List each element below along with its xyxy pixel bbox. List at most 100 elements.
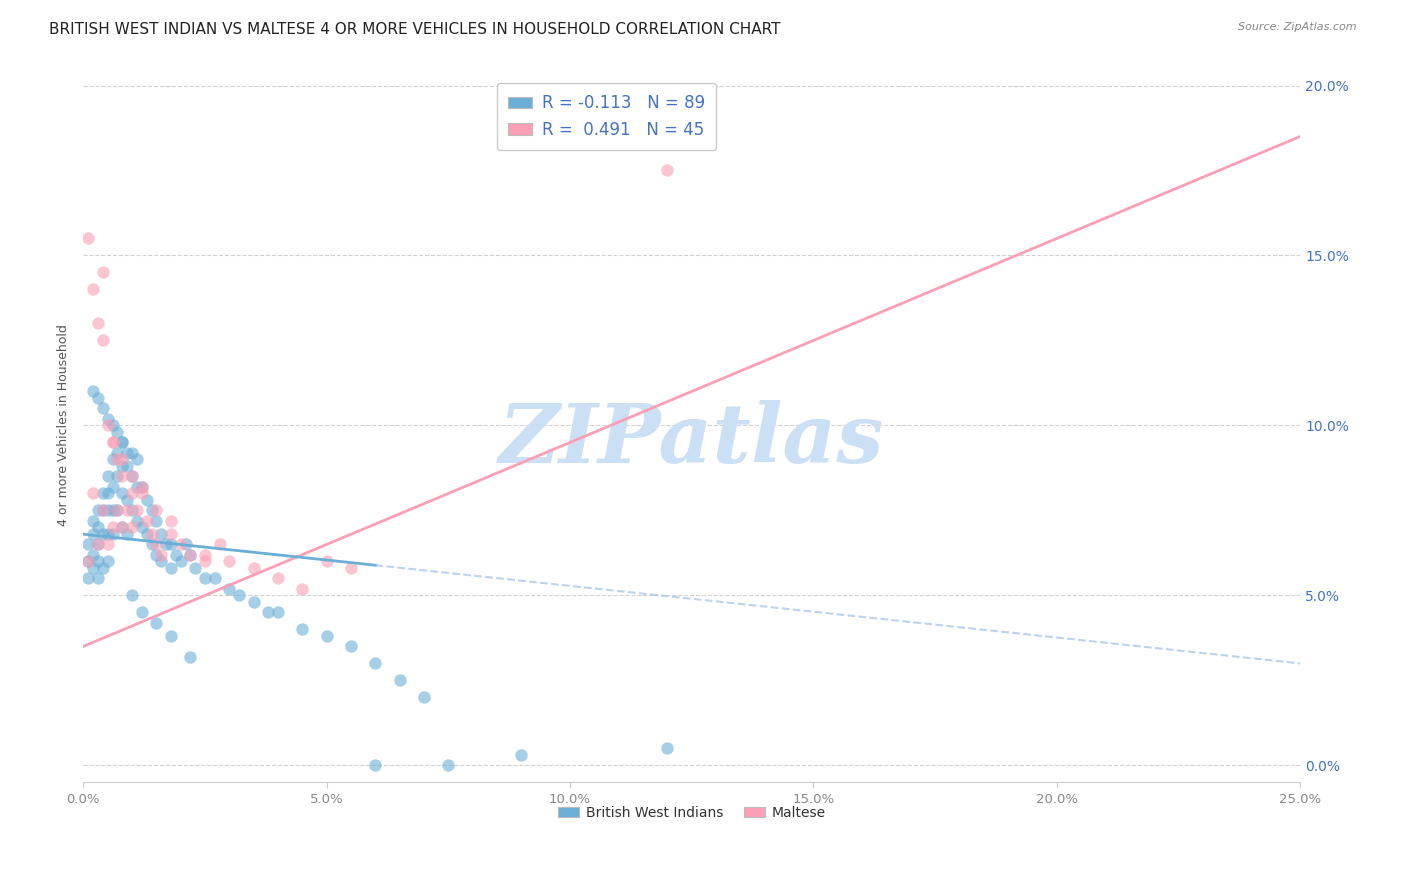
Point [364,758,387,772]
Point [101,435,124,450]
Point [107,503,129,517]
Point [121,469,143,483]
Point [204,571,226,585]
Point [242,595,264,609]
Point [179,649,201,664]
Point [184,561,207,575]
Point [145,503,167,517]
Text: BRITISH WEST INDIAN VS MALTESE 4 OR MORE VEHICLES IN HOUSEHOLD CORRELATION CHART: BRITISH WEST INDIAN VS MALTESE 4 OR MORE… [49,22,780,37]
Point [101,452,124,467]
Point [87,554,110,568]
Point [77,231,100,245]
Point [657,741,679,756]
Point [107,445,129,459]
Point [87,537,110,551]
Point [91,503,114,517]
Legend: British West Indians, Maltese: British West Indians, Maltese [553,800,831,825]
Point [115,527,138,541]
Point [111,452,134,467]
Point [267,571,290,585]
Point [125,503,148,517]
Point [82,561,104,575]
Point [315,554,337,568]
Point [97,554,120,568]
Text: Source: ZipAtlas.com: Source: ZipAtlas.com [1239,22,1357,32]
Point [141,503,163,517]
Point [437,758,460,772]
Point [170,537,193,551]
Point [174,537,197,551]
Point [91,503,114,517]
Point [131,520,153,534]
Point [291,623,314,637]
Point [101,503,124,517]
Point [111,435,134,450]
Point [97,503,120,517]
Point [91,527,114,541]
Point [131,480,153,494]
Point [101,435,124,450]
Point [657,163,679,178]
Point [77,554,100,568]
Point [87,571,110,585]
Point [170,554,193,568]
Point [111,459,134,474]
Point [97,486,120,500]
Point [87,503,110,517]
Point [91,265,114,279]
Point [97,411,120,425]
Point [82,384,104,399]
Point [135,527,157,541]
Point [101,418,124,433]
Point [115,493,138,508]
Point [340,640,363,654]
Point [160,629,183,643]
Point [91,561,114,575]
Point [257,606,280,620]
Point [131,606,153,620]
Point [121,588,143,602]
Point [145,537,167,551]
Point [111,469,134,483]
Point [160,514,183,528]
Point [125,452,148,467]
Point [107,469,129,483]
Point [82,486,104,500]
Point [87,317,110,331]
Point [364,657,387,671]
Point [179,548,201,562]
Point [111,520,134,534]
Point [194,548,217,562]
Point [115,445,138,459]
Point [101,520,124,534]
Point [111,520,134,534]
Point [413,690,436,705]
Point [77,571,100,585]
Point [315,629,337,643]
Point [82,514,104,528]
Point [82,283,104,297]
Point [121,445,143,459]
Point [125,514,148,528]
Point [97,469,120,483]
Point [107,425,129,440]
Point [160,527,183,541]
Point [340,561,363,575]
Point [242,561,264,575]
Point [121,486,143,500]
Point [107,503,129,517]
Point [194,554,217,568]
Point [145,615,167,630]
Point [135,514,157,528]
Point [101,480,124,494]
Point [218,582,240,596]
Point [155,537,177,551]
Point [135,493,157,508]
Point [87,391,110,405]
Point [101,527,124,541]
Point [150,548,173,562]
Point [121,503,143,517]
Point [115,503,138,517]
Point [121,469,143,483]
Point [115,459,138,474]
